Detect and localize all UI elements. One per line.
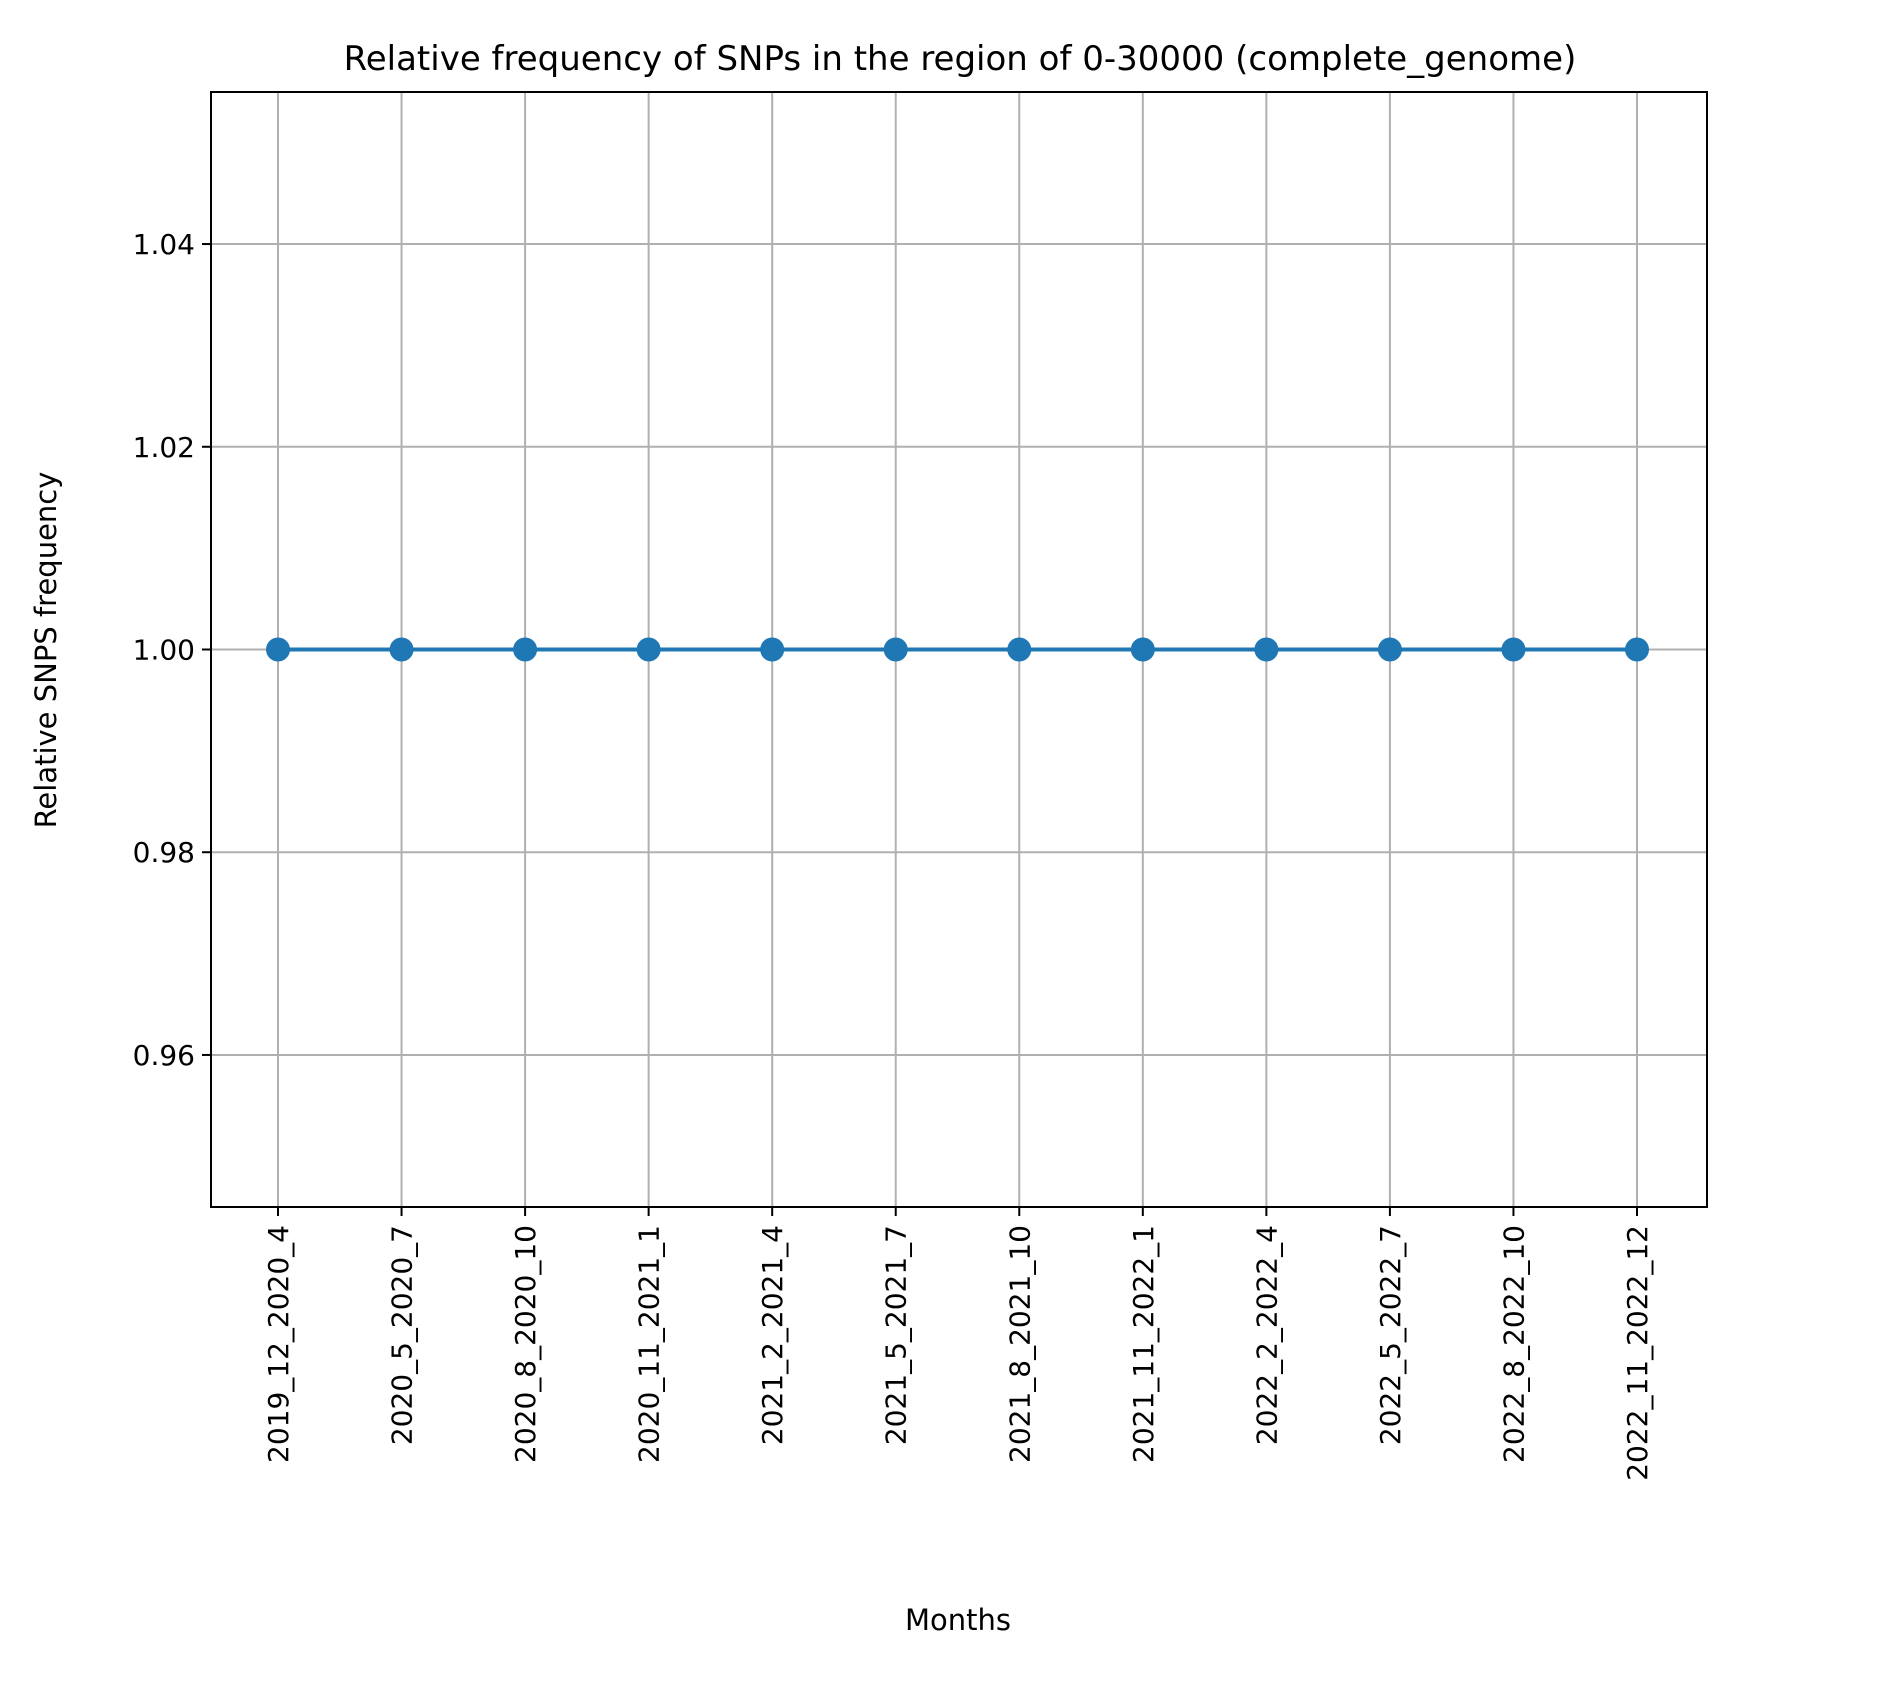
x-tick-label: 2021_8_2021_10: [1003, 1225, 1036, 1463]
x-tick-label: 2021_5_2021_7: [880, 1225, 913, 1445]
x-tick-label: 2020_11_2021_1: [633, 1225, 666, 1463]
data-point: [1254, 637, 1279, 662]
x-tick-label: 2022_11_2022_12: [1621, 1225, 1654, 1481]
y-axis-label: Relative SNPS frequency: [29, 472, 63, 829]
data-point: [1007, 637, 1032, 662]
y-axis-ticks: 0.96 0.98 1.00 1.02 1.04: [133, 228, 211, 1072]
data-point: [513, 637, 538, 662]
chart-title: Relative frequency of SNPs in the region…: [344, 39, 1577, 79]
data-point: [389, 637, 414, 662]
x-tick-label: 2022_2_2022_4: [1250, 1225, 1283, 1445]
x-axis-label: Months: [905, 1603, 1011, 1637]
x-tick-label: 2020_8_2020_10: [509, 1225, 542, 1463]
data-point: [760, 637, 785, 662]
series-layer: [266, 637, 1649, 662]
x-tick-label: 2019_12_2020_4: [262, 1225, 295, 1463]
x-tick-label: 2021_11_2022_1: [1127, 1225, 1160, 1463]
y-tick-label: 1.04: [133, 228, 195, 261]
x-tick-label: 2020_5_2020_7: [386, 1225, 419, 1445]
x-tick-label: 2021_2_2021_4: [756, 1225, 789, 1445]
data-point: [883, 637, 908, 662]
y-tick-label: 1.00: [133, 634, 195, 667]
x-tick-label: 2022_8_2022_10: [1497, 1225, 1530, 1463]
y-tick-label: 1.02: [133, 431, 195, 464]
data-point: [1625, 637, 1649, 662]
data-point: [266, 637, 290, 662]
data-point: [636, 637, 661, 662]
data-point: [1130, 637, 1155, 662]
data-point: [1377, 637, 1402, 662]
x-tick-label: 2022_5_2022_7: [1374, 1225, 1407, 1445]
x-axis-ticks: 2019_12_2020_4 2020_5_2020_7 2020_8_2020_1…: [262, 1207, 1654, 1481]
data-point: [1501, 637, 1526, 662]
y-tick-label: 0.98: [133, 836, 195, 869]
y-tick-label: 0.96: [133, 1039, 195, 1072]
